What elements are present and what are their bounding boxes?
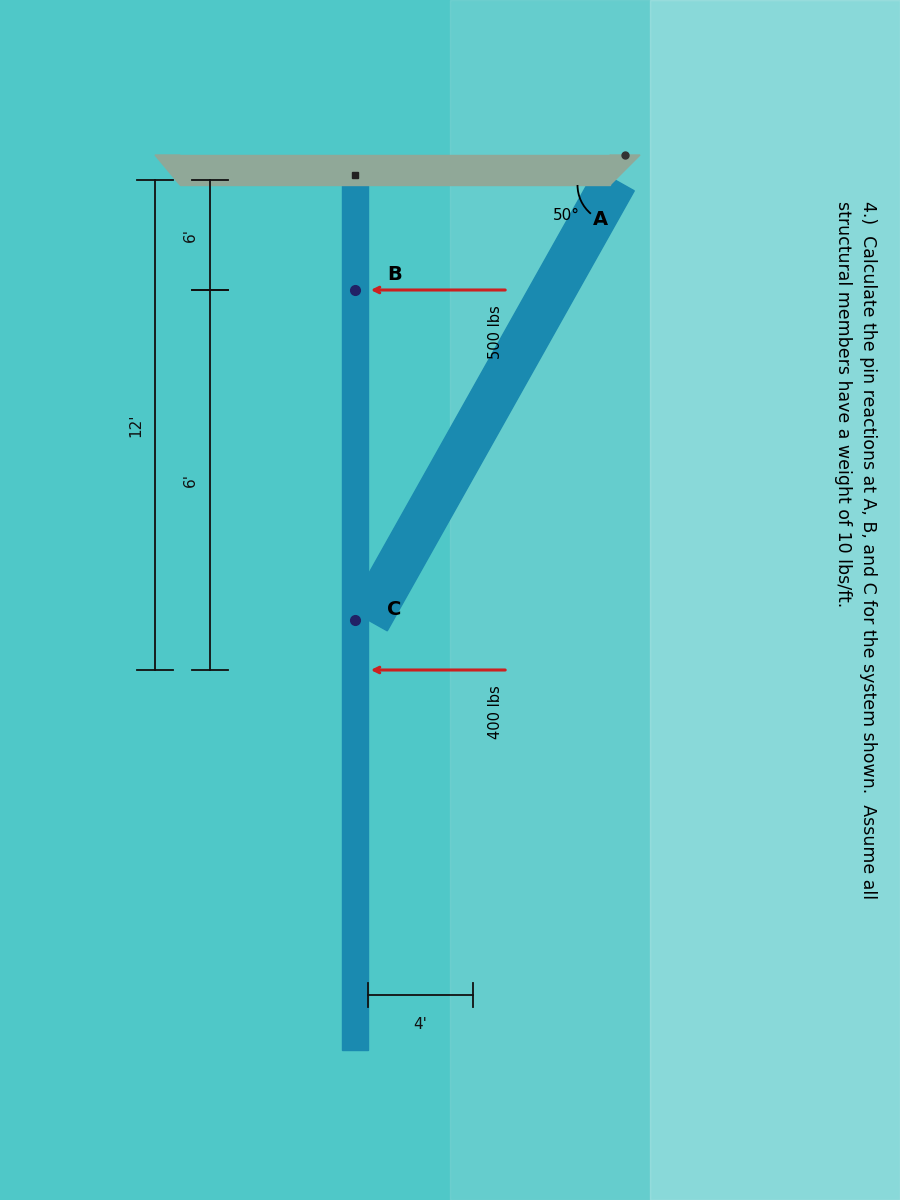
Bar <box>450 0 900 1200</box>
Polygon shape <box>348 169 634 631</box>
Bar <box>650 0 900 1200</box>
Text: 50°: 50° <box>553 208 580 223</box>
Text: 400 lbs: 400 lbs <box>489 685 503 739</box>
Text: 6': 6' <box>183 473 198 487</box>
Bar <box>180 155 610 185</box>
Text: 4.)  Calculate the pin reactions at A, B, and C for the system shown.  Assume al: 4.) Calculate the pin reactions at A, B,… <box>833 200 877 899</box>
Bar <box>342 180 368 1050</box>
Text: 12': 12' <box>128 413 143 437</box>
Text: 6': 6' <box>183 228 198 242</box>
Text: B: B <box>387 265 401 284</box>
Polygon shape <box>155 155 180 185</box>
Polygon shape <box>610 155 640 185</box>
Text: 4': 4' <box>414 1018 427 1032</box>
Text: 500 lbs: 500 lbs <box>489 305 503 359</box>
Text: A: A <box>592 210 608 229</box>
Text: C: C <box>387 600 401 619</box>
